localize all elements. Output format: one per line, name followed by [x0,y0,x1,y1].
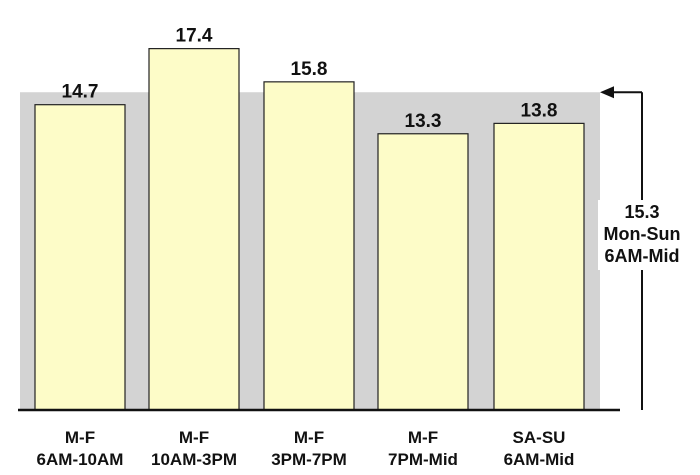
category-labels: M-F 6AM-10AM M-F 10AM-3PM M-F 3PM-7PM M-F 7PM-M… [37,428,575,469]
category-label: M-F 10AM-3PM [151,428,237,469]
bar-value-labels: 14.7 17.4 15.8 13.3 13.8 [62,26,558,132]
bar-4 [377,133,469,411]
bars-group [34,48,585,411]
bar-value-label: 13.3 [405,111,442,132]
category-label: M-F 7PM-Mid [388,428,458,469]
category-label: M-F 6AM-10AM [37,428,124,469]
bar-value-label: 14.7 [62,82,99,103]
category-label: M-F 3PM-7PM [271,428,347,469]
bar-3 [263,81,355,411]
category-label: SA-SU 6AM-Mid [504,428,575,469]
bar-value-label: 13.8 [521,100,558,121]
bar-1 [34,104,126,411]
reference-label-background [598,200,686,270]
bar-2 [148,48,240,411]
arrowhead-icon [600,86,614,99]
bar-value-label: 15.8 [291,59,328,80]
reference-label: 15.3 Mon-Sun 6AM-Mid [604,202,681,266]
bar-value-label: 17.4 [176,26,213,47]
bar-5 [493,122,585,411]
reference-bracket-arrow [598,86,686,410]
